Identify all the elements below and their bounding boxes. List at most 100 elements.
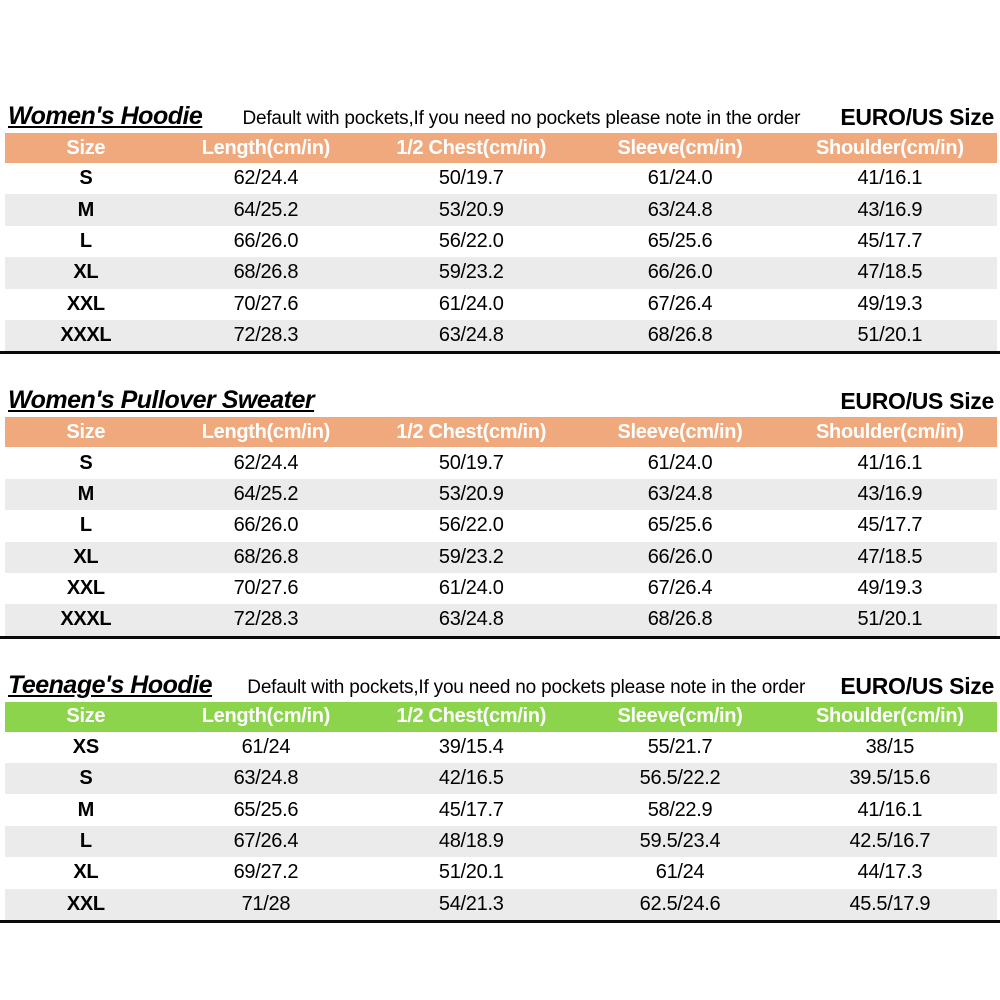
measurement-cell: 62.5/24.6	[639, 892, 721, 915]
column-header-chest: 1/2 Chest(cm/in)	[396, 136, 547, 159]
measurement-cell: 61/24.0	[647, 451, 713, 474]
measurement-cell: 47/18.5	[857, 545, 923, 568]
measurement-cell: 65/25.6	[233, 798, 299, 821]
measurement-cell: 42/16.5	[438, 767, 504, 790]
measurement-cell: 43/16.9	[857, 482, 923, 505]
column-header-length: Length(cm/in)	[201, 705, 331, 728]
measurement-cell: 64/25.2	[233, 198, 299, 221]
pockets-note: Default with pockets,If you need no pock…	[247, 676, 806, 698]
size-cell: L	[79, 514, 92, 537]
size-table-womens-pullover-sweater: Size Length(cm/in) 1/2 Chest(cm/in) Slee…	[5, 417, 997, 636]
size-cell: S	[79, 767, 93, 790]
measurement-cell: 67/26.4	[233, 830, 299, 853]
measurement-cell: 49/19.3	[857, 577, 923, 600]
size-cell: L	[79, 830, 92, 853]
size-table-wrap: Size Length(cm/in) 1/2 Chest(cm/in) Slee…	[0, 417, 1000, 639]
measurement-cell: 58/22.9	[647, 798, 713, 821]
measurement-cell: 70/27.6	[233, 577, 299, 600]
measurement-cell: 51/20.1	[857, 324, 923, 347]
column-header-length: Length(cm/in)	[201, 420, 331, 443]
measurement-cell: 72/28.3	[233, 324, 299, 347]
measurement-cell: 66/26.0	[647, 261, 713, 284]
measurement-cell: 41/16.1	[857, 167, 923, 190]
measurement-cell: 71/28	[241, 892, 291, 915]
measurement-cell: 56/22.0	[438, 514, 504, 537]
measurement-cell: 61/24.0	[647, 167, 713, 190]
measurement-cell: 42.5/16.7	[849, 830, 931, 853]
table-row: M 64/25.2 53/20.9 63/24.8 43/16.9	[5, 478, 997, 511]
measurement-cell: 63/24.8	[233, 767, 299, 790]
size-cell: M	[77, 798, 95, 821]
column-header-sleeve: Sleeve(cm/in)	[617, 420, 743, 443]
measurement-cell: 50/19.7	[438, 451, 504, 474]
section-header: Women's Hoodie Default with pockets,If y…	[8, 101, 994, 131]
section-womens-pullover-sweater: Women's Pullover Sweater EURO/US Size Si…	[0, 385, 1000, 639]
size-cell: XL	[73, 261, 99, 284]
table-row: M 64/25.2 53/20.9 63/24.8 43/16.9	[5, 194, 997, 226]
section-header: Women's Pullover Sweater EURO/US Size	[8, 385, 994, 415]
measurement-cell: 51/20.1	[857, 608, 923, 631]
table-row: XL 68/26.8 59/23.2 66/26.0 47/18.5	[5, 257, 997, 289]
measurement-cell: 67/26.4	[647, 292, 713, 315]
measurement-cell: 70/27.6	[233, 292, 299, 315]
measurement-cell: 44/17.3	[857, 861, 923, 884]
size-cell: M	[77, 482, 95, 505]
measurement-cell: 68/26.8	[233, 545, 299, 568]
table-row: S 62/24.4 50/19.7 61/24.0 41/16.1	[5, 163, 997, 194]
measurement-cell: 45/17.7	[438, 798, 504, 821]
size-cell: S	[79, 451, 93, 474]
size-cell: XXXL	[60, 324, 112, 347]
size-table-womens-hoodie: Size Length(cm/in) 1/2 Chest(cm/in) Slee…	[5, 133, 997, 352]
measurement-cell: 63/24.8	[647, 198, 713, 221]
measurement-cell: 45/17.7	[857, 229, 923, 252]
column-header-shoulder: Shoulder(cm/in)	[815, 705, 964, 728]
measurement-cell: 59/23.2	[438, 545, 504, 568]
section-header: Teenage's Hoodie Default with pockets,If…	[8, 670, 994, 700]
column-header-row: Size Length(cm/in) 1/2 Chest(cm/in) Slee…	[5, 417, 997, 448]
column-header-row: Size Length(cm/in) 1/2 Chest(cm/in) Slee…	[5, 701, 997, 732]
size-cell: L	[79, 229, 92, 252]
table-row: L 66/26.0 56/22.0 65/25.6 45/17.7	[5, 510, 997, 541]
measurement-cell: 55/21.7	[647, 735, 713, 758]
size-cell: XXL	[66, 577, 105, 600]
size-standard-label: EURO/US Size	[840, 672, 994, 699]
measurement-cell: 61/24	[655, 861, 705, 884]
table-row: S 62/24.4 50/19.7 61/24.0 41/16.1	[5, 447, 997, 478]
measurement-cell: 48/18.9	[438, 830, 504, 853]
measurement-cell: 62/24.4	[233, 167, 299, 190]
measurement-cell: 43/16.9	[857, 198, 923, 221]
measurement-cell: 41/16.1	[857, 798, 923, 821]
column-header-row: Size Length(cm/in) 1/2 Chest(cm/in) Slee…	[5, 133, 997, 163]
measurement-cell: 50/19.7	[438, 167, 504, 190]
size-cell: XXL	[66, 892, 105, 915]
pockets-note: Default with pockets,If you need no pock…	[242, 108, 801, 129]
size-table-teenages-hoodie: Size Length(cm/in) 1/2 Chest(cm/in) Slee…	[5, 701, 997, 921]
table-row: L 67/26.4 48/18.9 59.5/23.4 42.5/16.7	[5, 825, 997, 858]
measurement-cell: 72/28.3	[233, 608, 299, 631]
column-header-shoulder: Shoulder(cm/in)	[815, 420, 964, 443]
measurement-cell: 63/24.8	[438, 608, 504, 631]
section-title: Teenage's Hoodie	[8, 670, 213, 699]
size-table-wrap: Size Length(cm/in) 1/2 Chest(cm/in) Slee…	[0, 133, 1000, 355]
column-header-sleeve: Sleeve(cm/in)	[617, 705, 743, 728]
table-row: XL 69/27.2 51/20.1 61/24 44/17.3	[5, 857, 997, 888]
column-header-size: Size	[66, 136, 106, 159]
measurement-cell: 49/19.3	[857, 292, 923, 315]
measurement-cell: 67/26.4	[647, 577, 713, 600]
measurement-cell: 59.5/23.4	[639, 830, 721, 853]
size-cell: XXXL	[60, 608, 112, 631]
size-table-wrap: Size Length(cm/in) 1/2 Chest(cm/in) Slee…	[0, 701, 1000, 924]
measurement-cell: 68/26.8	[233, 261, 299, 284]
measurement-cell: 69/27.2	[233, 861, 299, 884]
table-row: M 65/25.6 45/17.7 58/22.9 41/16.1	[5, 794, 997, 825]
measurement-cell: 66/26.0	[233, 229, 299, 252]
measurement-cell: 47/18.5	[857, 261, 923, 284]
measurement-cell: 61/24.0	[438, 292, 504, 315]
column-header-chest: 1/2 Chest(cm/in)	[396, 420, 547, 443]
section-womens-hoodie: Women's Hoodie Default with pockets,If y…	[0, 101, 1000, 355]
table-row: L 66/26.0 56/22.0 65/25.6 45/17.7	[5, 226, 997, 257]
measurement-cell: 63/24.8	[438, 324, 504, 347]
measurement-cell: 68/26.8	[647, 324, 713, 347]
measurement-cell: 41/16.1	[857, 451, 923, 474]
